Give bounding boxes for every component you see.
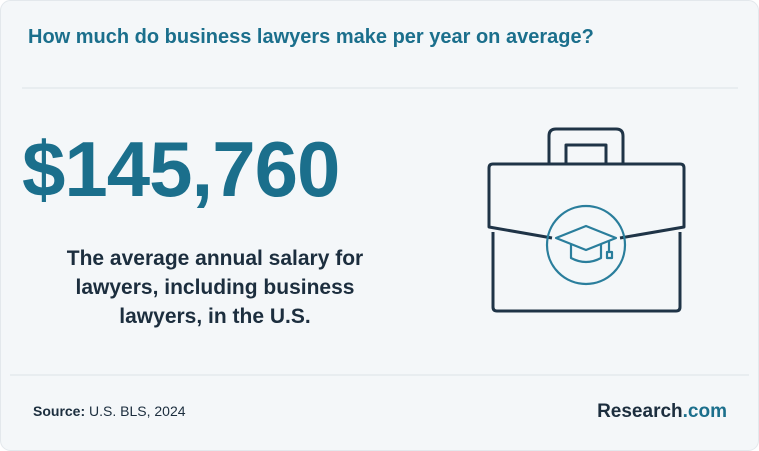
- source-text: U.S. BLS, 2024: [89, 403, 186, 419]
- brand: Research.com: [597, 401, 727, 422]
- brand-suffix: .com: [683, 401, 727, 422]
- brand-name: Research: [597, 401, 683, 422]
- source: Source: U.S. BLS, 2024: [33, 403, 186, 419]
- source-label: Source:: [33, 403, 85, 419]
- stat-value: $145,760: [22, 125, 339, 213]
- description-line: lawyers, in the U.S.: [119, 305, 310, 328]
- graduation-icon: [545, 204, 627, 286]
- title: How much do business lawyers make per ye…: [28, 26, 594, 48]
- description-line: lawyers, including business: [76, 276, 355, 299]
- description-line: The average annual salary for: [67, 247, 363, 270]
- briefcase-icon: [487, 127, 686, 313]
